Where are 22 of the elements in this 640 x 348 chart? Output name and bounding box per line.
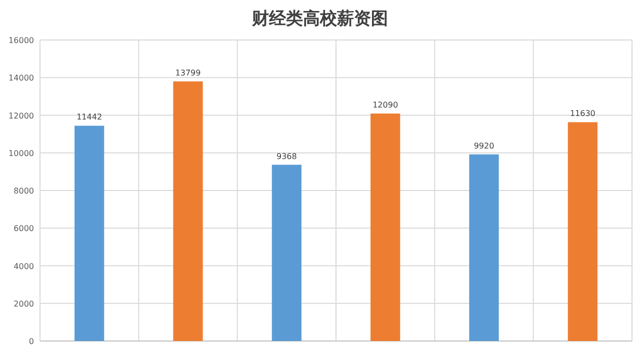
data-label: 9920: [474, 141, 494, 150]
bar: [74, 126, 104, 341]
bar: [370, 114, 400, 341]
bar: [272, 164, 302, 341]
y-tick-label: 0: [28, 337, 34, 346]
data-label: 11630: [570, 109, 596, 118]
y-tick-label: 16000: [8, 36, 34, 45]
data-label: 12090: [372, 100, 398, 110]
y-tick-label: 8000: [14, 186, 34, 196]
y-tick-label: 2000: [14, 299, 34, 308]
chart-title: 财经类高校薪资图: [251, 9, 388, 29]
data-label: 9368: [276, 152, 297, 161]
y-tick-label: 6000: [14, 224, 34, 234]
data-label: 11442: [76, 112, 102, 122]
y-tick-label: 12000: [8, 111, 34, 120]
bar: [173, 81, 203, 341]
data-label: 13799: [175, 68, 201, 78]
y-tick-label: 14000: [8, 74, 34, 83]
y-tick-label: 4000: [14, 262, 34, 271]
bar: [469, 154, 499, 341]
bar: [568, 122, 598, 341]
y-tick-label: 10000: [8, 148, 34, 158]
